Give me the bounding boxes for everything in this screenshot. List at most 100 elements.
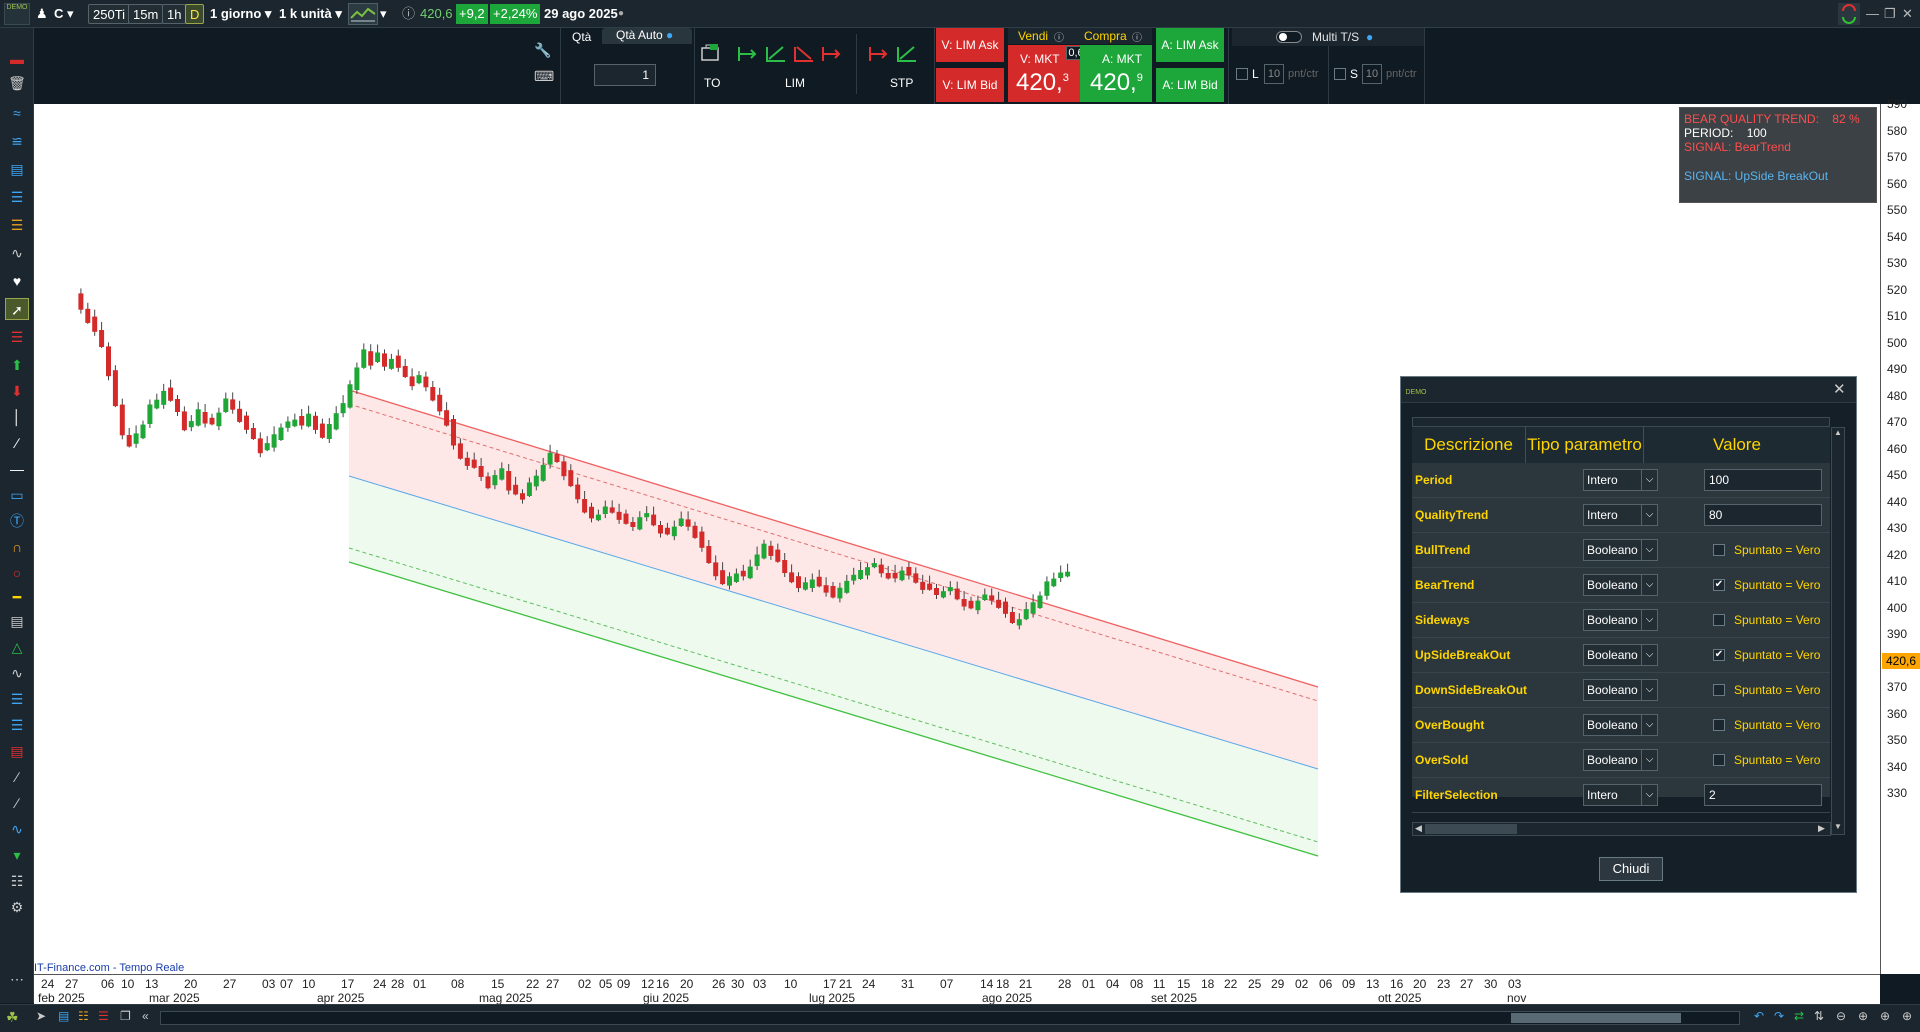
magnet-icon[interactable]: ∩ (11, 539, 23, 555)
chevron-down-icon[interactable]: ⌵ (1641, 645, 1657, 665)
tick-button[interactable]: 250Ti (88, 4, 131, 24)
parameter-checkbox[interactable]: ✔ (1713, 579, 1725, 591)
timeframe-d-button[interactable]: D (185, 4, 205, 24)
buy-lim-bid-button[interactable]: A: LIM Bid (1156, 68, 1224, 102)
chevron-down-icon[interactable]: ⌵ (1641, 680, 1657, 700)
templates-icon[interactable]: ☷ (10, 873, 24, 889)
indicator-icon[interactable]: ≈ (13, 105, 21, 121)
parameter-checkbox[interactable] (1713, 684, 1725, 696)
parameter-checkbox[interactable] (1713, 719, 1725, 731)
parameter-value-input[interactable]: 80 (1704, 504, 1822, 526)
chevron-down-icon[interactable]: ⌵ (1641, 540, 1657, 560)
parameter-checkbox[interactable] (1713, 754, 1725, 766)
parameter-value-input[interactable]: 2 (1704, 784, 1822, 806)
arrow-up-icon[interactable]: ⬆ (11, 357, 23, 373)
wave-icon[interactable]: ∿ (11, 245, 23, 261)
collapse-icon[interactable]: ▾ (13, 847, 21, 863)
trendline-icon[interactable]: ∕ (15, 435, 19, 451)
close-icon[interactable]: ✕ (1902, 6, 1913, 21)
zoom-in-icon[interactable]: ⊕ (1858, 1009, 1869, 1023)
template-icon[interactable]: ☷ (78, 1009, 89, 1023)
strategy-icon[interactable]: ≌ (11, 133, 23, 149)
ray-icon[interactable]: ○ (12, 565, 22, 581)
pattern-icon[interactable]: ∿ (11, 665, 23, 681)
l-checkbox[interactable] (1236, 68, 1248, 80)
minimize-icon[interactable]: — (1866, 6, 1879, 21)
parameter-type-select[interactable]: Intero ⌵ (1583, 469, 1658, 491)
eraser-icon[interactable]: ▬ (10, 51, 24, 67)
close-icon[interactable]: ✕ (1833, 381, 1846, 398)
vertical-line-icon[interactable]: │ (12, 409, 22, 425)
chart-scrollbar[interactable] (160, 1011, 1740, 1025)
chevron-down-icon[interactable]: ⌵ (1641, 610, 1657, 630)
info-icon[interactable]: ⓘ (402, 6, 416, 21)
chevron-down-icon[interactable]: ⌵ (1641, 785, 1657, 805)
horizontal-line-icon[interactable]: — (10, 461, 24, 477)
buy-market-button[interactable]: A: MKT 420,9 (1080, 45, 1152, 102)
trash-icon[interactable]: 🗑 (8, 75, 26, 91)
parameter-type-select[interactable]: Booleano ⌵ (1583, 749, 1658, 771)
chart-canvas[interactable] (34, 104, 1880, 974)
chevron-down-icon[interactable]: ▾ (380, 6, 387, 21)
pitchfork-icon[interactable]: ☰ (10, 717, 24, 733)
lim-trend-icon[interactable] (765, 44, 787, 64)
s-points-input[interactable]: 10 (1362, 64, 1382, 84)
parameter-type-select[interactable]: Booleano ⌵ (1583, 714, 1658, 736)
undo-icon[interactable]: ↶ (1754, 1009, 1765, 1023)
chevron-down-icon[interactable]: ⌵ (1641, 575, 1657, 595)
text-icon[interactable]: Ⓣ (10, 513, 24, 529)
close-button[interactable]: Chiudi (1599, 857, 1663, 881)
rectangle-icon[interactable]: ▭ (10, 487, 24, 503)
sell-lim-bid-button[interactable]: V: LIM Bid (936, 68, 1004, 102)
time-axis[interactable]: 24 27 06 10 13 20 27 03 07 10 17 24 28 01 08 15 22 27 02 05… (34, 974, 1880, 1005)
qty-input[interactable]: 1 (594, 64, 656, 86)
redo-icon[interactable]: ↷ (1774, 1009, 1785, 1023)
parameter-value-input[interactable]: 100 (1704, 469, 1822, 491)
chevron-down-icon[interactable]: ⌵ (1641, 750, 1657, 770)
s-checkbox[interactable] (1334, 68, 1346, 80)
info-icon[interactable]: ⓘ (1132, 33, 1142, 44)
more-icon[interactable]: ⋯ (10, 971, 24, 987)
scroll-down-icon[interactable]: ▼ (1834, 822, 1842, 831)
parameter-type-select[interactable]: Booleano ⌵ (1583, 539, 1658, 561)
scrollbar-thumb[interactable] (1425, 824, 1517, 834)
timeframe-1h-button[interactable]: 1h (162, 4, 187, 24)
multi-ts-toggle[interactable] (1276, 31, 1302, 43)
gann-icon[interactable]: ▤ (10, 743, 24, 759)
scroll-left-icon[interactable]: ◀ (1415, 823, 1422, 833)
pointer-icon[interactable]: ➚ (5, 298, 29, 320)
parameter-type-select[interactable]: Booleano ⌵ (1583, 644, 1658, 666)
wrench-icon[interactable]: 🔧 (534, 42, 552, 58)
info-icon[interactable]: ⓘ (1054, 33, 1064, 44)
zoom-fit-icon[interactable]: ⊕ (1880, 1009, 1891, 1023)
parameter-checkbox[interactable]: ✔ (1713, 649, 1725, 661)
fibonacci-icon[interactable]: ☰ (10, 189, 24, 205)
dialog-horizontal-scrollbar[interactable]: ◀ ▶ (1412, 822, 1831, 836)
scroll-left-icon[interactable]: « (142, 1009, 149, 1023)
l-points-input[interactable]: 10 (1264, 64, 1284, 84)
stp-sell-icon[interactable] (868, 44, 890, 64)
alarm-icon[interactable]: ♥ (12, 273, 22, 289)
zoom-max-icon[interactable]: ⊕ (1902, 1009, 1913, 1023)
units-selector[interactable]: 1 k unità ▾ (279, 4, 342, 24)
lines-icon[interactable]: ☰ (10, 217, 24, 233)
arrow-down-icon[interactable]: ⬇ (11, 383, 23, 399)
polyline-icon[interactable]: ∕ (15, 769, 19, 785)
lim-sell-trend-icon[interactable] (793, 44, 815, 64)
to-order-icon[interactable] (700, 42, 722, 62)
dialog-vertical-scrollbar[interactable]: ▲ ▼ (1831, 427, 1845, 835)
scroll-right-icon[interactable]: ▶ (1818, 823, 1825, 833)
scroll-up-icon[interactable]: ▲ (1834, 428, 1842, 437)
keyboard-icon[interactable]: ⌨ (534, 68, 555, 84)
stp-buy-icon[interactable] (896, 44, 918, 64)
layout-icon[interactable]: ▤ (58, 1009, 70, 1023)
share-icon[interactable]: ➤ (36, 1009, 47, 1023)
lim-sell-icon[interactable] (821, 44, 843, 64)
fit-icon[interactable]: ⇄ (1794, 1009, 1805, 1023)
chevron-down-icon[interactable]: ⌵ (1641, 505, 1657, 525)
trade-lines-icon[interactable]: ☰ (10, 329, 24, 345)
parameter-type-select[interactable]: Intero ⌵ (1583, 504, 1658, 526)
person-icon[interactable]: ♟ (36, 6, 48, 21)
chevron-down-icon[interactable]: ⌵ (1641, 715, 1657, 735)
qty-auto-tab[interactable]: Qtà Auto ● (602, 28, 692, 44)
